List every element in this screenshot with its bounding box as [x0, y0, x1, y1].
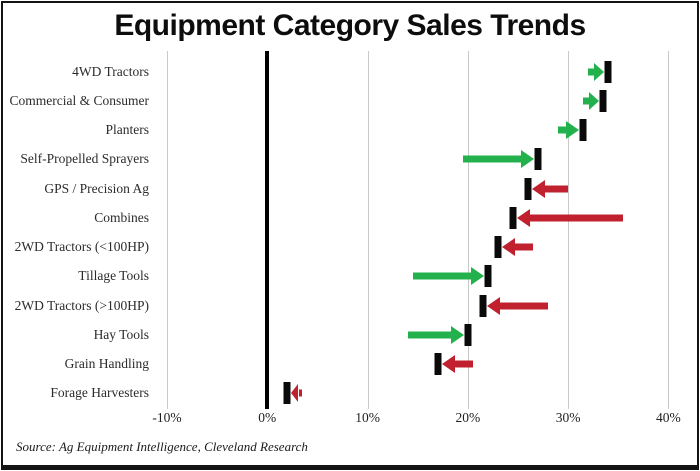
chart-row: 2WD Tractors (>100HP)	[3, 291, 691, 320]
decrease-arrow-shaft	[530, 214, 624, 222]
source-note: Source: Ag Equipment Intelligence, Cleve…	[16, 439, 308, 454]
increase-arrow-shaft	[407, 331, 451, 339]
row-track	[157, 57, 691, 86]
current-value-tick	[579, 119, 587, 142]
current-value-tick	[434, 353, 442, 376]
category-label: Forage Harvesters	[50, 385, 149, 401]
chart-row: Planters	[3, 116, 691, 145]
category-label: GPS / Precision Ag	[44, 180, 149, 196]
category-label: Combines	[94, 209, 149, 225]
category-label: Planters	[105, 122, 150, 138]
right-arrow-head-icon	[588, 91, 599, 110]
left-arrow-head-icon	[517, 208, 530, 227]
category-label: Hay Tools	[93, 326, 149, 342]
gridline	[568, 51, 570, 409]
gridline	[467, 51, 469, 409]
category-label: Tillage Tools	[78, 268, 149, 284]
category-label: Self-Propelled Sprayers	[20, 151, 149, 167]
x-axis-tick-label: 30%	[555, 410, 581, 425]
row-track	[157, 291, 691, 320]
x-axis-tick-label: 20%	[455, 410, 481, 425]
right-arrow-head-icon	[450, 325, 464, 344]
category-label: 2WD Tractors (>100HP)	[14, 297, 149, 313]
right-arrow-head-icon	[470, 267, 484, 286]
row-track	[157, 145, 691, 174]
chart-row: 4WD Tractors	[3, 57, 691, 86]
chart-row: Grain Handling	[3, 350, 691, 379]
zero-axis-line	[265, 51, 270, 409]
current-value-tick	[479, 294, 487, 317]
decrease-arrow-shaft	[298, 389, 303, 397]
increase-arrow-shaft	[462, 155, 522, 163]
chart-row: Forage Harvesters	[3, 379, 691, 408]
chart-row: GPS / Precision Ag	[3, 174, 691, 203]
current-value-tick	[599, 89, 607, 112]
chart-row: Combines	[3, 203, 691, 232]
gridline	[367, 51, 369, 409]
row-track	[157, 233, 691, 262]
row-track	[157, 262, 691, 291]
left-arrow-head-icon	[441, 355, 455, 374]
category-label: 2WD Tractors (<100HP)	[14, 239, 149, 255]
row-track	[157, 116, 691, 145]
right-arrow-head-icon	[521, 150, 535, 169]
current-value-tick	[509, 206, 517, 229]
increase-arrow-shaft	[412, 272, 471, 280]
gridline	[167, 51, 169, 409]
right-arrow-head-icon	[593, 62, 604, 81]
left-arrow-head-icon	[486, 296, 500, 315]
right-arrow-head-icon	[566, 121, 580, 140]
chart-row: Commercial & Consumer	[3, 86, 691, 115]
increase-arrow-shaft	[583, 97, 589, 105]
x-axis-tick-label: 10%	[355, 410, 380, 425]
decrease-arrow-shaft	[545, 185, 569, 193]
row-track	[157, 350, 691, 379]
plot-area	[157, 51, 691, 409]
row-track	[157, 320, 691, 349]
current-value-tick	[604, 60, 612, 83]
left-arrow-head-icon	[532, 179, 546, 198]
decrease-arrow-shaft	[454, 360, 473, 368]
current-value-tick	[484, 265, 492, 288]
x-axis-labels: -10% 0% 10% 20% 30% 40%	[152, 410, 691, 428]
category-label: Grain Handling	[64, 356, 149, 372]
left-arrow-head-icon	[501, 238, 515, 257]
left-arrow-head-icon	[291, 384, 299, 403]
chart-rows: 4WD Tractors Commercial & Consumer Planter…	[3, 57, 691, 408]
chart-row: Tillage Tools	[3, 262, 691, 291]
x-axis-tick-label: 40%	[656, 410, 681, 425]
current-value-tick	[494, 236, 502, 259]
row-track	[157, 203, 691, 232]
increase-arrow-shaft	[558, 126, 567, 134]
gridline	[668, 51, 670, 409]
row-track	[157, 379, 691, 408]
category-label: 4WD Tractors	[72, 63, 149, 79]
category-label: Commercial & Consumer	[9, 92, 149, 108]
chart-row: Self-Propelled Sprayers	[3, 145, 691, 174]
decrease-arrow-shaft	[514, 243, 534, 251]
x-axis-tick-label: -10%	[152, 410, 182, 425]
current-value-tick	[534, 148, 542, 171]
increase-arrow-shaft	[588, 68, 594, 76]
row-track	[157, 174, 691, 203]
current-value-tick	[524, 177, 532, 200]
chart-row: 2WD Tractors (<100HP)	[3, 233, 691, 262]
current-value-tick	[464, 323, 472, 346]
current-value-tick	[283, 382, 291, 405]
x-axis-tick-label: 0%	[258, 410, 277, 425]
decrease-arrow-shaft	[499, 302, 549, 310]
chart-row: Hay Tools	[3, 320, 691, 349]
chart-title: Equipment Category Sales Trends	[114, 9, 586, 42]
row-track	[157, 86, 691, 115]
